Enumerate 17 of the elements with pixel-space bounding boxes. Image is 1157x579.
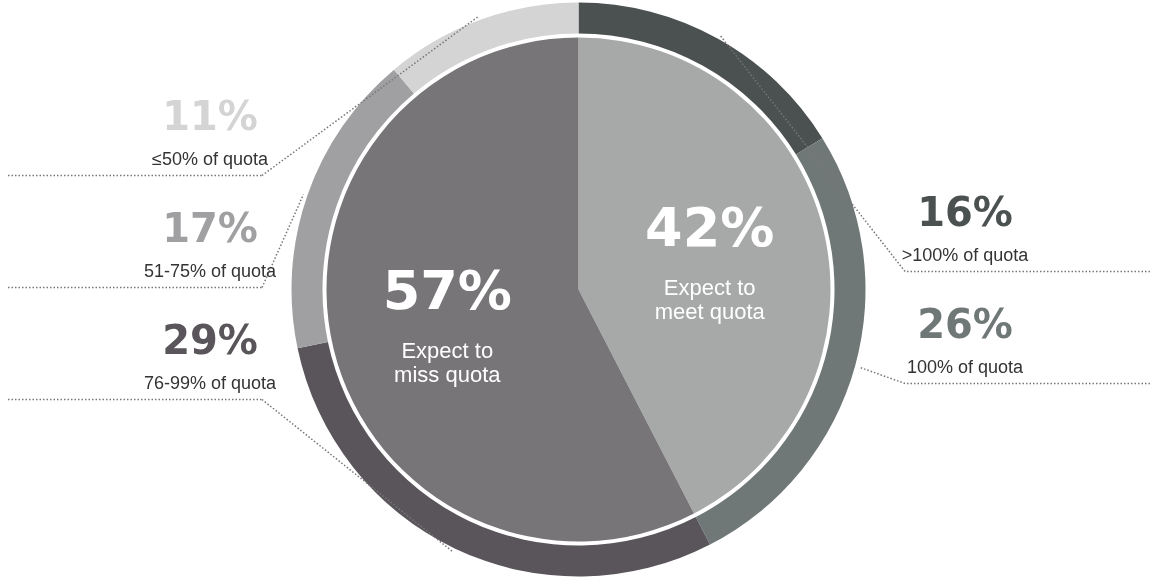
donut-slice	[578, 2, 823, 155]
pie-slice	[578, 37, 831, 514]
slice-label: 100% of quota	[906, 356, 1025, 377]
slice-label: 51-75% of quota	[143, 260, 278, 281]
slice-label: 76-99% of quota	[143, 372, 278, 393]
data-label: 57%	[382, 259, 512, 323]
data-label: 42%	[645, 195, 775, 259]
data-label: 17%	[162, 204, 258, 251]
data-label: 16%	[917, 188, 1013, 235]
slice-label: Expect to miss quota	[394, 338, 502, 388]
data-label: 29%	[162, 316, 258, 363]
donut-slice	[297, 341, 711, 577]
donut-slice	[394, 2, 579, 94]
slice-label: Expect to meet quota	[654, 274, 766, 324]
slice-label: ≤50% of quota	[152, 148, 269, 169]
slice-label: >100% of quota	[901, 244, 1030, 265]
data-label: 26%	[917, 300, 1013, 347]
